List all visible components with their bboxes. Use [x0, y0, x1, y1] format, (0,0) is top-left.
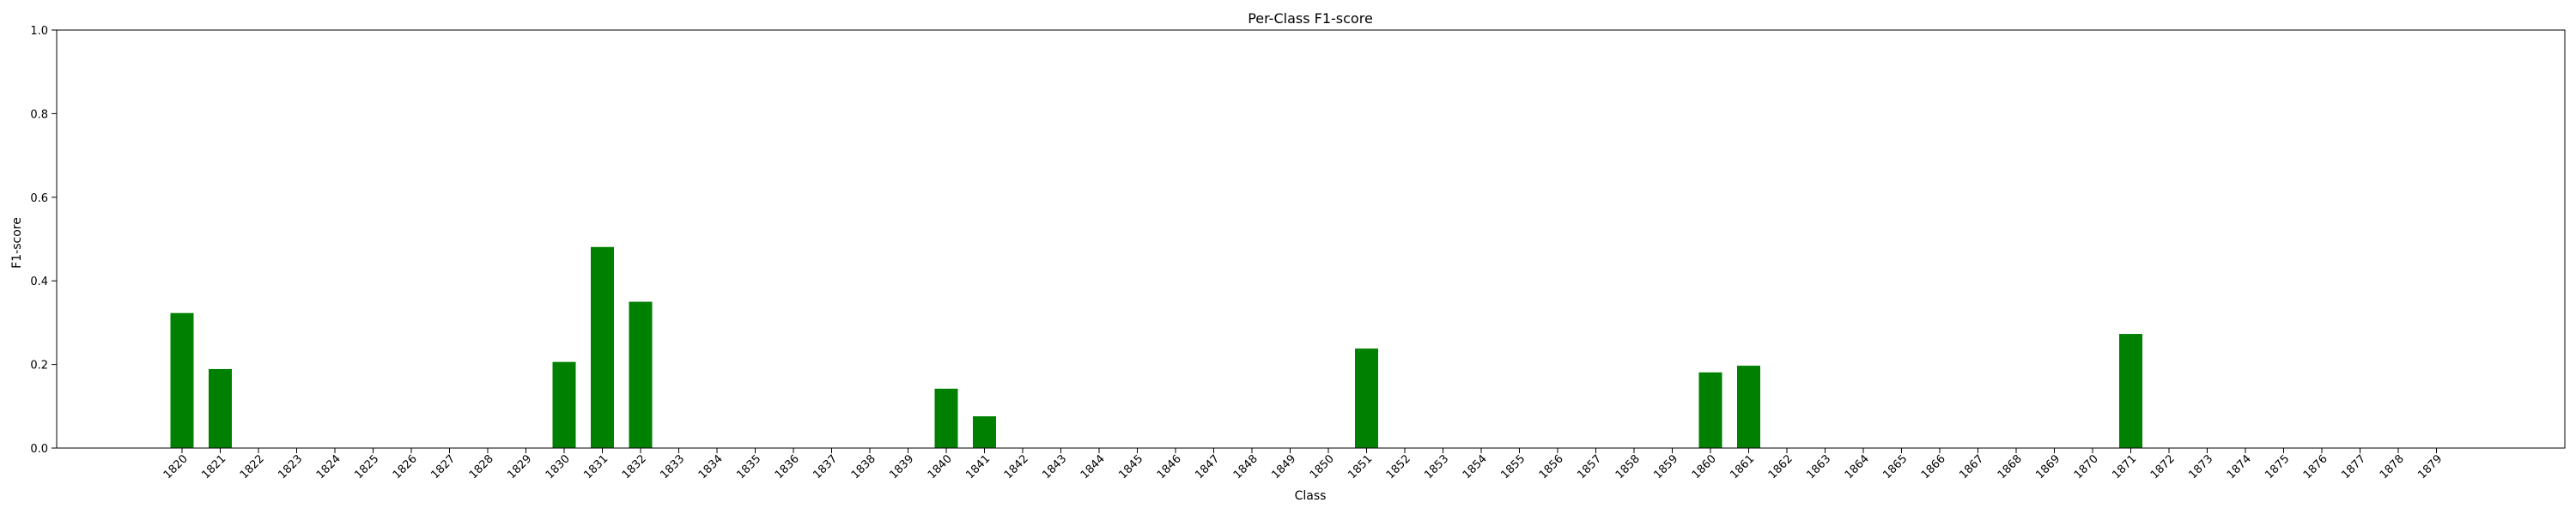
bar-1871 — [2119, 334, 2142, 448]
x-tick-label-1822: 1822 — [238, 452, 267, 482]
x-tick-label-1867: 1867 — [1957, 452, 1986, 482]
x-tick-label-1831: 1831 — [581, 452, 611, 482]
x-tick-label-1838: 1838 — [849, 452, 878, 482]
x-tick-label-1861: 1861 — [1728, 452, 1757, 482]
x-tick-label-1878: 1878 — [2378, 452, 2407, 482]
y-tick-label: 0.6 — [30, 192, 48, 205]
x-tick-label-1875: 1875 — [2263, 452, 2292, 482]
bar-1820 — [170, 312, 194, 448]
x-tick-label-1860: 1860 — [1690, 452, 1719, 482]
x-tick-label-1833: 1833 — [658, 452, 687, 482]
x-tick-label-1844: 1844 — [1078, 452, 1108, 482]
x-tick-label-1829: 1829 — [505, 452, 534, 482]
x-tick-label-1863: 1863 — [1804, 452, 1833, 482]
y-tick-label: 1.0 — [30, 25, 48, 38]
bar-1821 — [209, 368, 232, 448]
x-tick-label-1871: 1871 — [2110, 452, 2139, 482]
bar-1861 — [1737, 366, 1760, 448]
x-tick-label-1836: 1836 — [773, 452, 802, 482]
x-tick-label-1869: 1869 — [2033, 452, 2063, 482]
x-tick-label-1872: 1872 — [2148, 452, 2178, 482]
bar-1841 — [973, 415, 996, 448]
x-tick-label-1823: 1823 — [276, 452, 305, 482]
x-tick-label-1855: 1855 — [1498, 452, 1528, 482]
x-tick-label-1824: 1824 — [314, 452, 343, 482]
x-tick-label-1868: 1868 — [1996, 452, 2025, 482]
x-tick-label-1827: 1827 — [428, 452, 458, 482]
x-tick-label-1851: 1851 — [1346, 452, 1375, 482]
x-tick-label-1873: 1873 — [2186, 452, 2215, 482]
x-tick-label-1864: 1864 — [1843, 452, 1872, 482]
axes-frame — [56, 29, 2566, 449]
bar-1832 — [629, 301, 653, 448]
chart-title: Per-Class F1-score — [1248, 10, 1373, 27]
x-tick-label-1849: 1849 — [1269, 452, 1298, 482]
x-tick-label-1826: 1826 — [391, 452, 420, 482]
x-tick-label-1870: 1870 — [2072, 452, 2101, 482]
bar-1830 — [552, 361, 576, 448]
plot-area: 0.0 0.2 0.4 0.6 0.8 1.0 1820 1821 1822 1823 1824 18… — [30, 25, 2566, 482]
y-tick-label: 0.2 — [30, 360, 48, 373]
x-tick-label-1862: 1862 — [1766, 452, 1795, 482]
bar-1860 — [1698, 372, 1722, 448]
x-tick-label-1845: 1845 — [1116, 452, 1145, 482]
x-tick-label-1821: 1821 — [199, 452, 228, 482]
x-tick-label-1842: 1842 — [1002, 452, 1031, 482]
x-tick-label-1839: 1839 — [887, 452, 916, 482]
x-tick-label-1841: 1841 — [963, 452, 993, 482]
y-tick-label: 0.0 — [30, 443, 48, 456]
bar-1851 — [1355, 348, 1378, 448]
x-tick-label-1854: 1854 — [1461, 452, 1490, 482]
x-tick-label-1843: 1843 — [1040, 452, 1069, 482]
x-tick-label-1857: 1857 — [1575, 452, 1604, 482]
x-tick-label-1856: 1856 — [1537, 452, 1566, 482]
x-axis-label: Class — [1295, 489, 1327, 503]
x-tick-label-1858: 1858 — [1613, 452, 1643, 482]
x-tick-label-1846: 1846 — [1155, 452, 1184, 482]
bar-1840 — [934, 388, 958, 448]
x-tick-label-1825: 1825 — [352, 452, 381, 482]
x-tick-label-1866: 1866 — [1919, 452, 1948, 482]
x-tick-label-1820: 1820 — [161, 452, 191, 482]
x-tick-label-1848: 1848 — [1231, 452, 1261, 482]
x-tick-label-1840: 1840 — [926, 452, 955, 482]
x-tick-label-1834: 1834 — [696, 452, 726, 482]
x-tick-label-1835: 1835 — [734, 452, 763, 482]
x-tick-label-1877: 1877 — [2339, 452, 2368, 482]
x-tick-label-1876: 1876 — [2301, 452, 2330, 482]
x-tick-label-1828: 1828 — [467, 452, 496, 482]
x-tick-label-1879: 1879 — [2415, 452, 2445, 482]
x-tick-label-1830: 1830 — [544, 452, 573, 482]
x-tick-label-1859: 1859 — [1651, 452, 1680, 482]
x-tick-label-1852: 1852 — [1384, 452, 1413, 482]
x-tick-label-1865: 1865 — [1880, 452, 1910, 482]
x-tick-label-1837: 1837 — [811, 452, 840, 482]
y-tick-label: 0.8 — [30, 108, 48, 121]
y-tick-label: 0.4 — [30, 276, 48, 288]
x-tick-label-1832: 1832 — [620, 452, 649, 482]
x-tick-label-1853: 1853 — [1422, 452, 1451, 482]
y-axis-label: F1-score — [10, 217, 24, 269]
bar-1831 — [591, 246, 614, 448]
x-tick-label-1874: 1874 — [2225, 452, 2254, 482]
x-tick-label-1847: 1847 — [1193, 452, 1222, 482]
x-tick-label-1850: 1850 — [1308, 452, 1337, 482]
